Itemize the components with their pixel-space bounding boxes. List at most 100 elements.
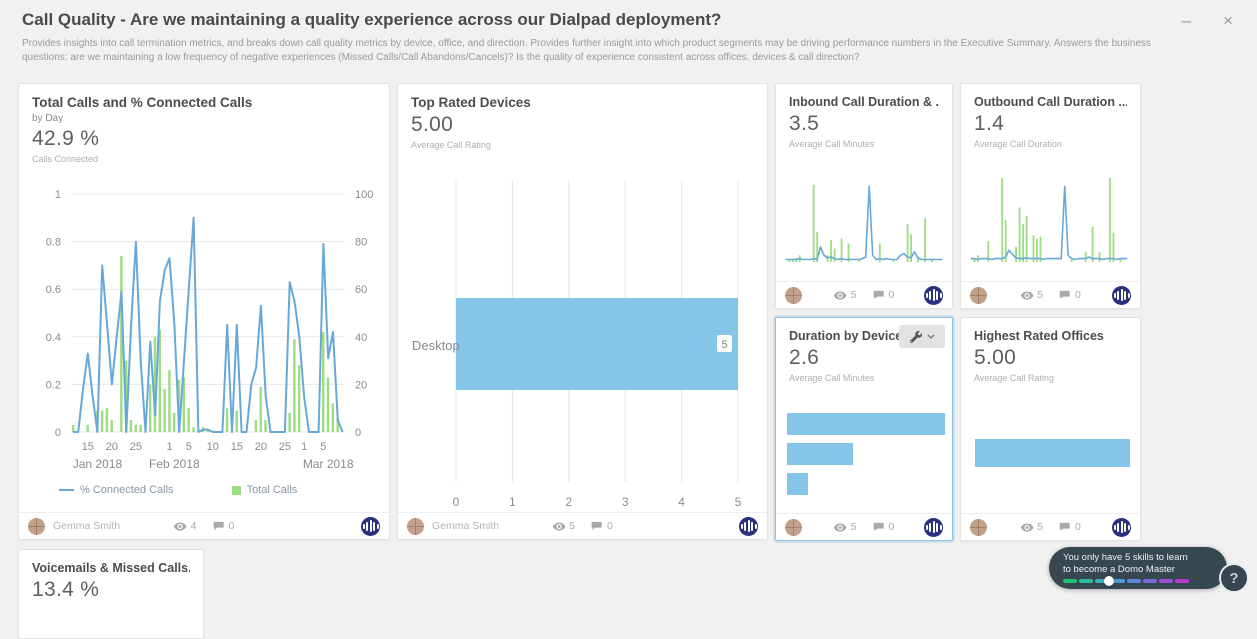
card-outbound-duration[interactable]: Outbound Call Duration ... 1.4 Average C… bbox=[960, 83, 1141, 309]
domo-logo-icon bbox=[924, 285, 943, 305]
summary-metric: Average Call Rating bbox=[974, 373, 1054, 383]
summary-metric: Average Call Rating bbox=[411, 140, 491, 150]
card-top-rated-devices[interactable]: Top Rated Devices 5.00 Average Call Rati… bbox=[397, 83, 768, 540]
card-stats: 4 0 bbox=[173, 520, 234, 532]
summary-metric: Calls Connected bbox=[32, 154, 99, 164]
skill-segment bbox=[1175, 578, 1189, 583]
card-head: Highest Rated Offices 5.00 Average Call … bbox=[961, 318, 1140, 383]
svg-text:20: 20 bbox=[106, 441, 118, 453]
chart-legend: % Connected Calls Total Calls bbox=[59, 484, 297, 496]
card-footer: Gemma Smith 5 0 bbox=[398, 512, 767, 539]
device-bars-chart[interactable] bbox=[787, 413, 945, 503]
card-highest-rated-offices[interactable]: Highest Rated Offices 5.00 Average Call … bbox=[960, 317, 1141, 541]
views-count: 4 bbox=[190, 520, 197, 532]
svg-text:15: 15 bbox=[82, 441, 94, 453]
svg-text:1: 1 bbox=[166, 441, 172, 453]
card-head: Voicemails & Missed Calls... 13.4 % bbox=[19, 550, 203, 602]
horizontal-bar-chart[interactable]: 0 1 2 3 4 5 Desktop 5 bbox=[398, 170, 769, 520]
card-options-button[interactable] bbox=[899, 325, 945, 348]
avatar[interactable] bbox=[970, 286, 987, 304]
sparkline-chart[interactable] bbox=[784, 168, 944, 272]
summary-value: 42.9 % bbox=[32, 127, 100, 150]
bar[interactable] bbox=[787, 473, 808, 495]
skill-segment bbox=[1111, 578, 1125, 583]
card-stats: 5 0 bbox=[833, 521, 894, 533]
comments-icon bbox=[592, 521, 602, 531]
chevron-down-icon bbox=[927, 334, 934, 339]
bar[interactable] bbox=[787, 443, 853, 465]
views-count: 5 bbox=[569, 520, 575, 532]
svg-text:0: 0 bbox=[453, 495, 460, 509]
card-title: Highest Rated Offices bbox=[974, 329, 1104, 343]
summary-value: 5.00 bbox=[411, 113, 454, 136]
square-marker-icon bbox=[231, 485, 241, 495]
skill-segment bbox=[1063, 578, 1077, 583]
legend-item-connected[interactable]: % Connected Calls bbox=[59, 484, 174, 496]
card-inbound-duration[interactable]: Inbound Call Duration & ... 3.5 Average … bbox=[775, 83, 953, 309]
legend-label: Total Calls bbox=[246, 484, 298, 496]
card-total-calls[interactable]: Total Calls and % Connected Calls by Day… bbox=[18, 83, 390, 540]
close-icon[interactable]: × bbox=[1223, 11, 1233, 30]
summary-value: 3.5 bbox=[789, 112, 820, 135]
card-title: Top Rated Devices bbox=[411, 95, 531, 110]
views-icon bbox=[833, 290, 847, 300]
line-marker-icon bbox=[59, 489, 74, 491]
card-stats: 5 0 bbox=[1020, 521, 1081, 533]
svg-text:0.8: 0.8 bbox=[46, 237, 61, 249]
question-mark-icon: ? bbox=[1229, 569, 1239, 587]
card-title: Inbound Call Duration & ... bbox=[789, 95, 939, 109]
office-bars-chart[interactable] bbox=[975, 439, 1130, 475]
help-button[interactable]: ? bbox=[1219, 563, 1249, 593]
views-count: 5 bbox=[850, 289, 857, 301]
views-icon bbox=[1020, 290, 1033, 300]
bar[interactable] bbox=[975, 439, 1130, 467]
svg-text:20: 20 bbox=[255, 441, 267, 453]
card-voicemails-missed-calls[interactable]: Voicemails & Missed Calls... 13.4 % bbox=[18, 549, 204, 639]
card-footer: Gemma Smith 4 0 bbox=[19, 512, 389, 539]
sparkline-chart[interactable] bbox=[969, 168, 1129, 272]
card-title: Total Calls and % Connected Calls bbox=[32, 95, 253, 110]
views-icon bbox=[1020, 522, 1033, 532]
domo-master-tooltip: You only have 5 skills to learn to becom… bbox=[1049, 547, 1227, 589]
avatar[interactable] bbox=[970, 518, 987, 536]
card-head: Top Rated Devices 5.00 Average Call Rati… bbox=[398, 84, 767, 150]
domo-logo-icon bbox=[361, 516, 380, 536]
svg-text:25: 25 bbox=[279, 441, 291, 453]
card-stats: 5 0 bbox=[833, 289, 894, 301]
svg-text:10: 10 bbox=[207, 441, 219, 453]
svg-text:1: 1 bbox=[301, 441, 307, 453]
svg-text:3: 3 bbox=[622, 495, 629, 509]
svg-text:2: 2 bbox=[565, 495, 572, 509]
owner-name: Gemma Smith bbox=[432, 520, 500, 532]
page-header: Call Quality - Are we maintaining a qual… bbox=[0, 0, 1257, 30]
card-footer: 5 0 bbox=[961, 513, 1140, 540]
views-count: 5 bbox=[1037, 521, 1043, 533]
svg-text:80: 80 bbox=[355, 237, 367, 249]
svg-text:100: 100 bbox=[355, 189, 373, 201]
avatar[interactable] bbox=[407, 517, 424, 535]
svg-text:5: 5 bbox=[735, 495, 742, 509]
skill-segment bbox=[1079, 578, 1093, 583]
svg-text:1: 1 bbox=[509, 495, 516, 509]
card-duration-by-device[interactable]: Duration by Device 2.6 Average Call Minu… bbox=[775, 317, 953, 541]
svg-text:Desktop: Desktop bbox=[412, 338, 460, 353]
card-head: Inbound Call Duration & ... 3.5 Average … bbox=[776, 84, 952, 149]
avatar[interactable] bbox=[785, 286, 802, 304]
svg-text:0: 0 bbox=[55, 427, 61, 439]
card-title: Outbound Call Duration ... bbox=[974, 95, 1127, 109]
comments-count: 0 bbox=[607, 520, 613, 532]
svg-text:60: 60 bbox=[355, 284, 367, 296]
minimize-icon[interactable]: – bbox=[1181, 11, 1192, 30]
bar[interactable] bbox=[787, 413, 945, 435]
summary-metric: Average Call Duration bbox=[974, 139, 1062, 149]
card-footer: 5 0 bbox=[776, 513, 952, 540]
avatar[interactable] bbox=[785, 518, 802, 536]
owner-name: Gemma Smith bbox=[53, 520, 121, 532]
avatar[interactable] bbox=[28, 517, 45, 535]
svg-text:5: 5 bbox=[721, 339, 727, 351]
svg-text:Jan 2018: Jan 2018 bbox=[73, 457, 123, 471]
svg-text:0.2: 0.2 bbox=[46, 379, 61, 391]
legend-item-total[interactable]: Total Calls bbox=[231, 484, 298, 496]
comments-count: 0 bbox=[1075, 521, 1081, 533]
